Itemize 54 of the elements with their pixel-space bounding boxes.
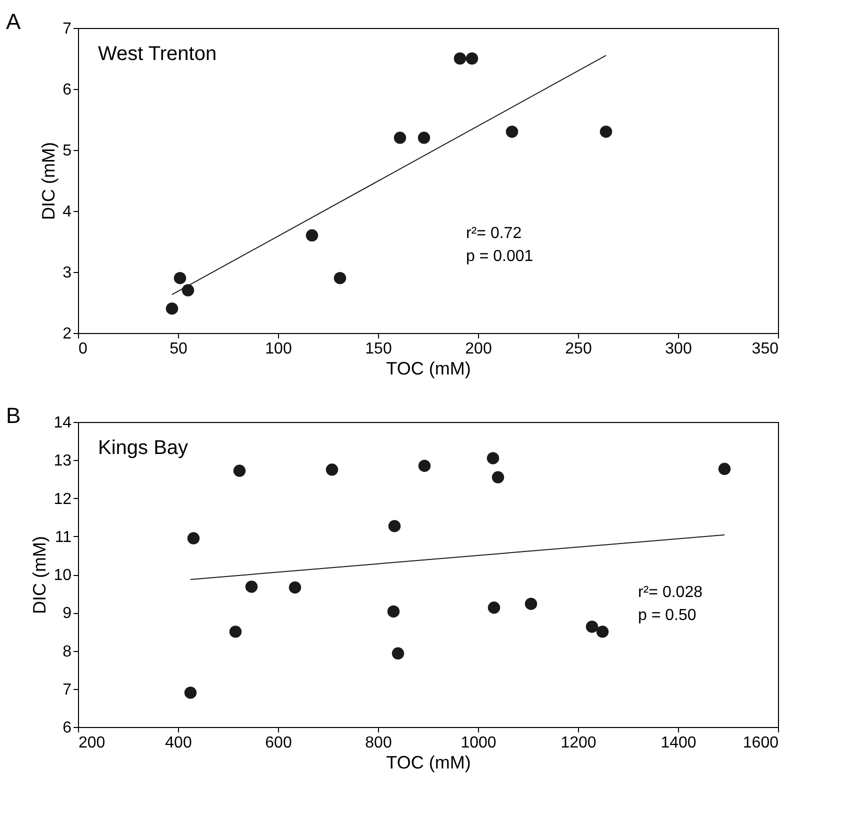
x-axis-title: TOC (mM) <box>386 358 471 378</box>
point <box>506 126 518 138</box>
annotation: p = 0.50 <box>638 607 696 624</box>
x-tick-label: 600 <box>265 734 292 752</box>
point <box>166 302 178 315</box>
y-tick-label: 9 <box>62 605 72 622</box>
y-tick-label: 4 <box>62 204 72 220</box>
y-tick-label: 13 <box>54 452 72 470</box>
x-tick-label: 1600 <box>742 734 779 752</box>
x-tick-label: 800 <box>365 734 392 752</box>
annotation: p = 0.001 <box>466 248 534 265</box>
point <box>600 126 612 138</box>
y-axis-title: DIC (mM) <box>38 142 59 220</box>
point <box>418 132 430 144</box>
annotation: West Trenton <box>98 43 217 65</box>
x-tick-label: 1000 <box>460 734 496 752</box>
y-tick-label: 2 <box>62 326 72 342</box>
x-axis-title: TOC (mM) <box>386 752 471 772</box>
chart-title: A <box>6 9 21 34</box>
y-tick-label: 8 <box>62 643 72 660</box>
y-tick-label: 12 <box>54 490 72 508</box>
chart-title: B <box>6 403 21 428</box>
point <box>174 272 186 284</box>
y-tick-label: 6 <box>62 82 72 98</box>
x-tick-label: 300 <box>665 340 692 358</box>
x-tick-label: 0 <box>78 340 88 358</box>
y-tick-label: 5 <box>62 142 72 160</box>
x-tick-label: 1200 <box>560 734 596 752</box>
x-tick-label: 1400 <box>660 734 696 752</box>
x-tick-label: 250 <box>565 340 592 358</box>
point <box>394 132 406 144</box>
y-tick-label: 7 <box>62 681 72 698</box>
x-tick-label: 200 <box>78 734 106 752</box>
point <box>182 284 194 296</box>
y-tick-label: 3 <box>62 264 72 282</box>
point <box>306 229 318 242</box>
x-tick-label: 200 <box>465 340 492 358</box>
y-tick-label: 10 <box>54 567 72 584</box>
annotation: r²= 0.028 <box>638 584 703 601</box>
x-tick-label: 400 <box>165 734 192 752</box>
point <box>454 52 466 65</box>
y-tick-label: 11 <box>54 528 72 546</box>
point <box>334 272 346 284</box>
x-tick-label: 50 <box>170 340 188 358</box>
x-tick-label: 350 <box>752 340 779 358</box>
annotation: r²= 0.72 <box>466 225 522 242</box>
point <box>466 52 478 65</box>
y-axis-title: DIC (mM) <box>30 536 50 614</box>
x-tick-label: 150 <box>365 340 392 358</box>
x-tick-label: 100 <box>265 340 292 358</box>
y-tick-label: 7 <box>62 20 72 38</box>
y-tick-label: 6 <box>62 720 72 736</box>
y-tick-label: 14 <box>54 414 72 432</box>
annotation: Kings Bay <box>98 437 188 459</box>
